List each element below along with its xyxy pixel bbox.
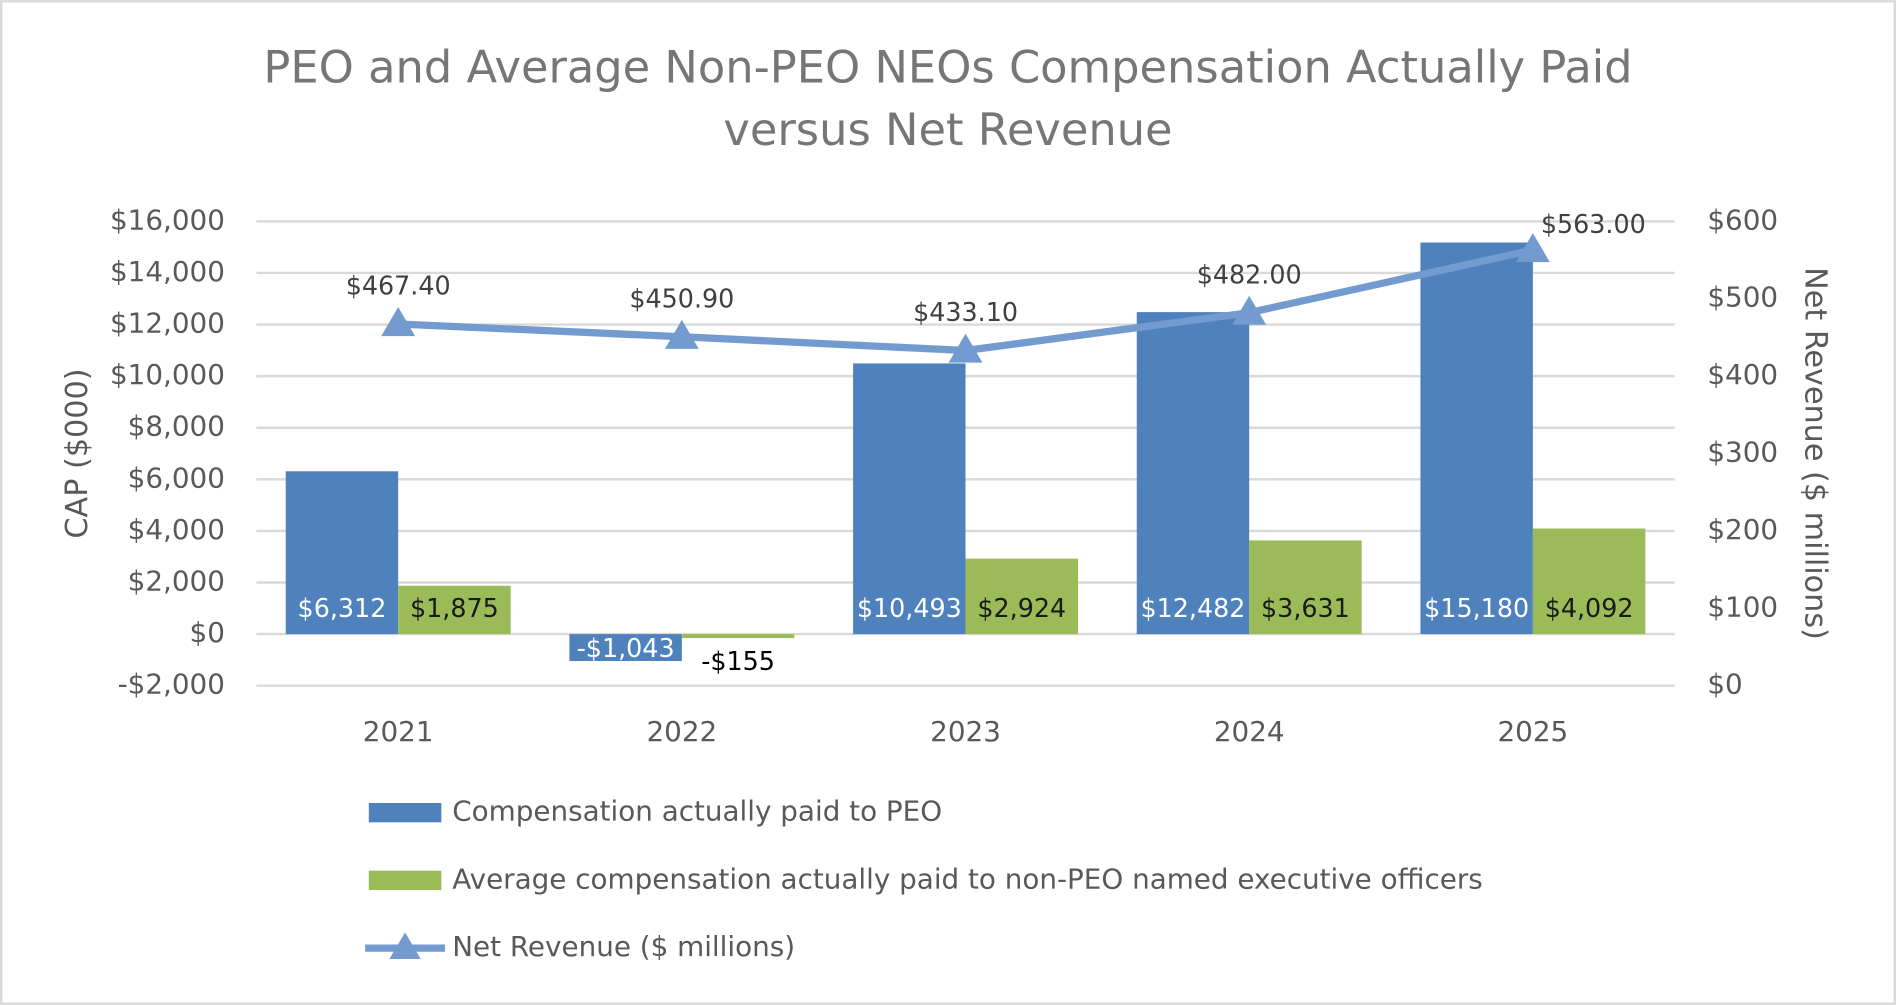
x-tick-label: 2023	[930, 715, 1001, 748]
y-tick-label: -$2,000	[118, 668, 225, 701]
data-label: $563.00	[1541, 209, 1646, 239]
y-tick-label: $14,000	[110, 255, 225, 288]
data-label: $450.90	[629, 283, 734, 313]
data-label: $3,631	[1261, 593, 1350, 623]
bar	[681, 634, 795, 639]
legend-label: Compensation actually paid to PEO	[452, 795, 942, 828]
y2-tick-label: $0	[1707, 668, 1742, 701]
y2-tick-label: $300	[1707, 436, 1778, 469]
data-label: $4,092	[1545, 593, 1634, 623]
bar	[853, 363, 966, 635]
x-tick-label: 2022	[646, 715, 717, 748]
y-tick-label: $8,000	[128, 410, 225, 443]
y2-tick-label: $100	[1707, 590, 1778, 623]
y-tick-label: $16,000	[110, 203, 225, 236]
bar	[285, 471, 399, 635]
data-label: $433.10	[913, 297, 1018, 327]
y2-tick-label: $500	[1707, 281, 1778, 314]
line-marker	[1232, 295, 1267, 325]
x-tick-label: 2025	[1498, 715, 1569, 748]
line-marker	[381, 307, 416, 337]
bar	[1136, 312, 1250, 635]
legend-swatch	[368, 870, 442, 891]
y-tick-label: $6,000	[128, 461, 225, 494]
y-axis-label: CAP ($000)	[60, 368, 95, 538]
legend-marker	[389, 932, 421, 959]
line-marker	[1515, 233, 1550, 263]
y-tick-label: $0	[190, 616, 225, 649]
legend-swatch	[368, 802, 442, 823]
y2-axis-label: Net Revenue ($ millions)	[1797, 267, 1832, 640]
data-label: $482.00	[1197, 259, 1302, 289]
bar	[965, 558, 1078, 635]
x-tick-label: 2021	[363, 715, 434, 748]
bar	[1532, 528, 1646, 635]
data-label: $6,312	[298, 593, 387, 623]
bar	[569, 634, 682, 662]
data-label: $467.40	[346, 271, 451, 301]
bar	[1249, 540, 1362, 635]
legend-label: Average compensation actually paid to no…	[452, 862, 1483, 895]
data-label: $15,180	[1424, 593, 1529, 623]
y-tick-label: $10,000	[110, 358, 225, 391]
legend-label: Net Revenue ($ millions)	[452, 930, 795, 963]
data-label: $10,493	[857, 593, 962, 623]
y2-tick-label: $400	[1707, 358, 1778, 391]
bar	[1420, 242, 1533, 635]
x-tick-label: 2024	[1214, 715, 1285, 748]
y-tick-label: $4,000	[128, 513, 225, 546]
title-box: PEO and Average Non-PEO NEOs Compensatio…	[263, 41, 1633, 157]
y-tick-label: $2,000	[128, 565, 225, 598]
chart-title: PEO and Average Non-PEO NEOs Compensatio…	[263, 41, 1633, 157]
data-label: -$155	[701, 646, 775, 676]
data-label: -$1,043	[577, 633, 675, 663]
bar	[398, 585, 511, 635]
line-marker	[664, 319, 699, 349]
data-label: $12,482	[1141, 593, 1246, 623]
y2-tick-label: $200	[1707, 513, 1778, 546]
data-label: $2,924	[977, 593, 1066, 623]
line-marker	[948, 333, 983, 363]
y-tick-label: $12,000	[110, 307, 225, 340]
data-label: $1,875	[410, 593, 499, 623]
y2-tick-label: $600	[1707, 203, 1778, 236]
